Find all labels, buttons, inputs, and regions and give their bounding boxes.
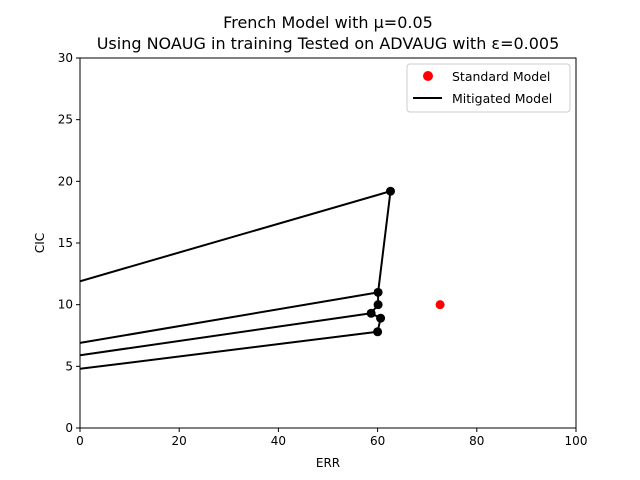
x-tick-label: 80: [469, 434, 484, 448]
y-tick-label: 25: [58, 113, 73, 127]
legend-mitigated-label: Mitigated Model: [452, 91, 552, 106]
axes-frame: [79, 57, 577, 429]
chart-subtitle: Using NOAUG in training Tested on ADVAUG…: [97, 34, 560, 53]
mitigated-point: [373, 300, 383, 310]
mitigated-line-segment: [80, 312, 372, 357]
y-tick-label: 20: [58, 174, 73, 188]
mitigated-line-segment: [80, 330, 378, 370]
mitigated-point: [373, 327, 383, 337]
y-tick-label: 5: [65, 359, 73, 373]
mitigated-point: [376, 313, 386, 323]
mitigated-line-segment: [80, 291, 379, 344]
x-tick-label: 60: [370, 434, 385, 448]
y-axis-label: CIC: [33, 233, 47, 253]
legend-standard-label: Standard Model: [452, 69, 550, 84]
legend-standard-marker: [423, 71, 433, 81]
y-tick-label: 10: [58, 298, 73, 312]
x-tick-label: 20: [172, 434, 187, 448]
x-tick-label: 40: [271, 434, 286, 448]
axis-ticks: 0 20 40 60 80 100 0 5 10 15 20 25 30: [58, 51, 588, 448]
plot-area: [80, 186, 445, 370]
legend-box: [406, 63, 571, 113]
y-tick-label: 0: [65, 421, 73, 435]
x-tick-label: 0: [76, 434, 84, 448]
x-tick-label: 100: [565, 434, 588, 448]
x-axis-label: ERR: [316, 456, 340, 470]
mitigated-point: [385, 186, 395, 196]
y-tick-label: 30: [58, 51, 73, 65]
legend: Standard Model Mitigated Model: [406, 63, 571, 113]
mitigated-point: [373, 287, 383, 297]
mitigated-line-segment: [80, 190, 391, 283]
y-tick-label: 15: [58, 236, 73, 250]
chart-title: French Model with μ=0.05: [223, 13, 433, 32]
standard-point: [435, 300, 445, 310]
mitigated-point: [366, 308, 376, 318]
